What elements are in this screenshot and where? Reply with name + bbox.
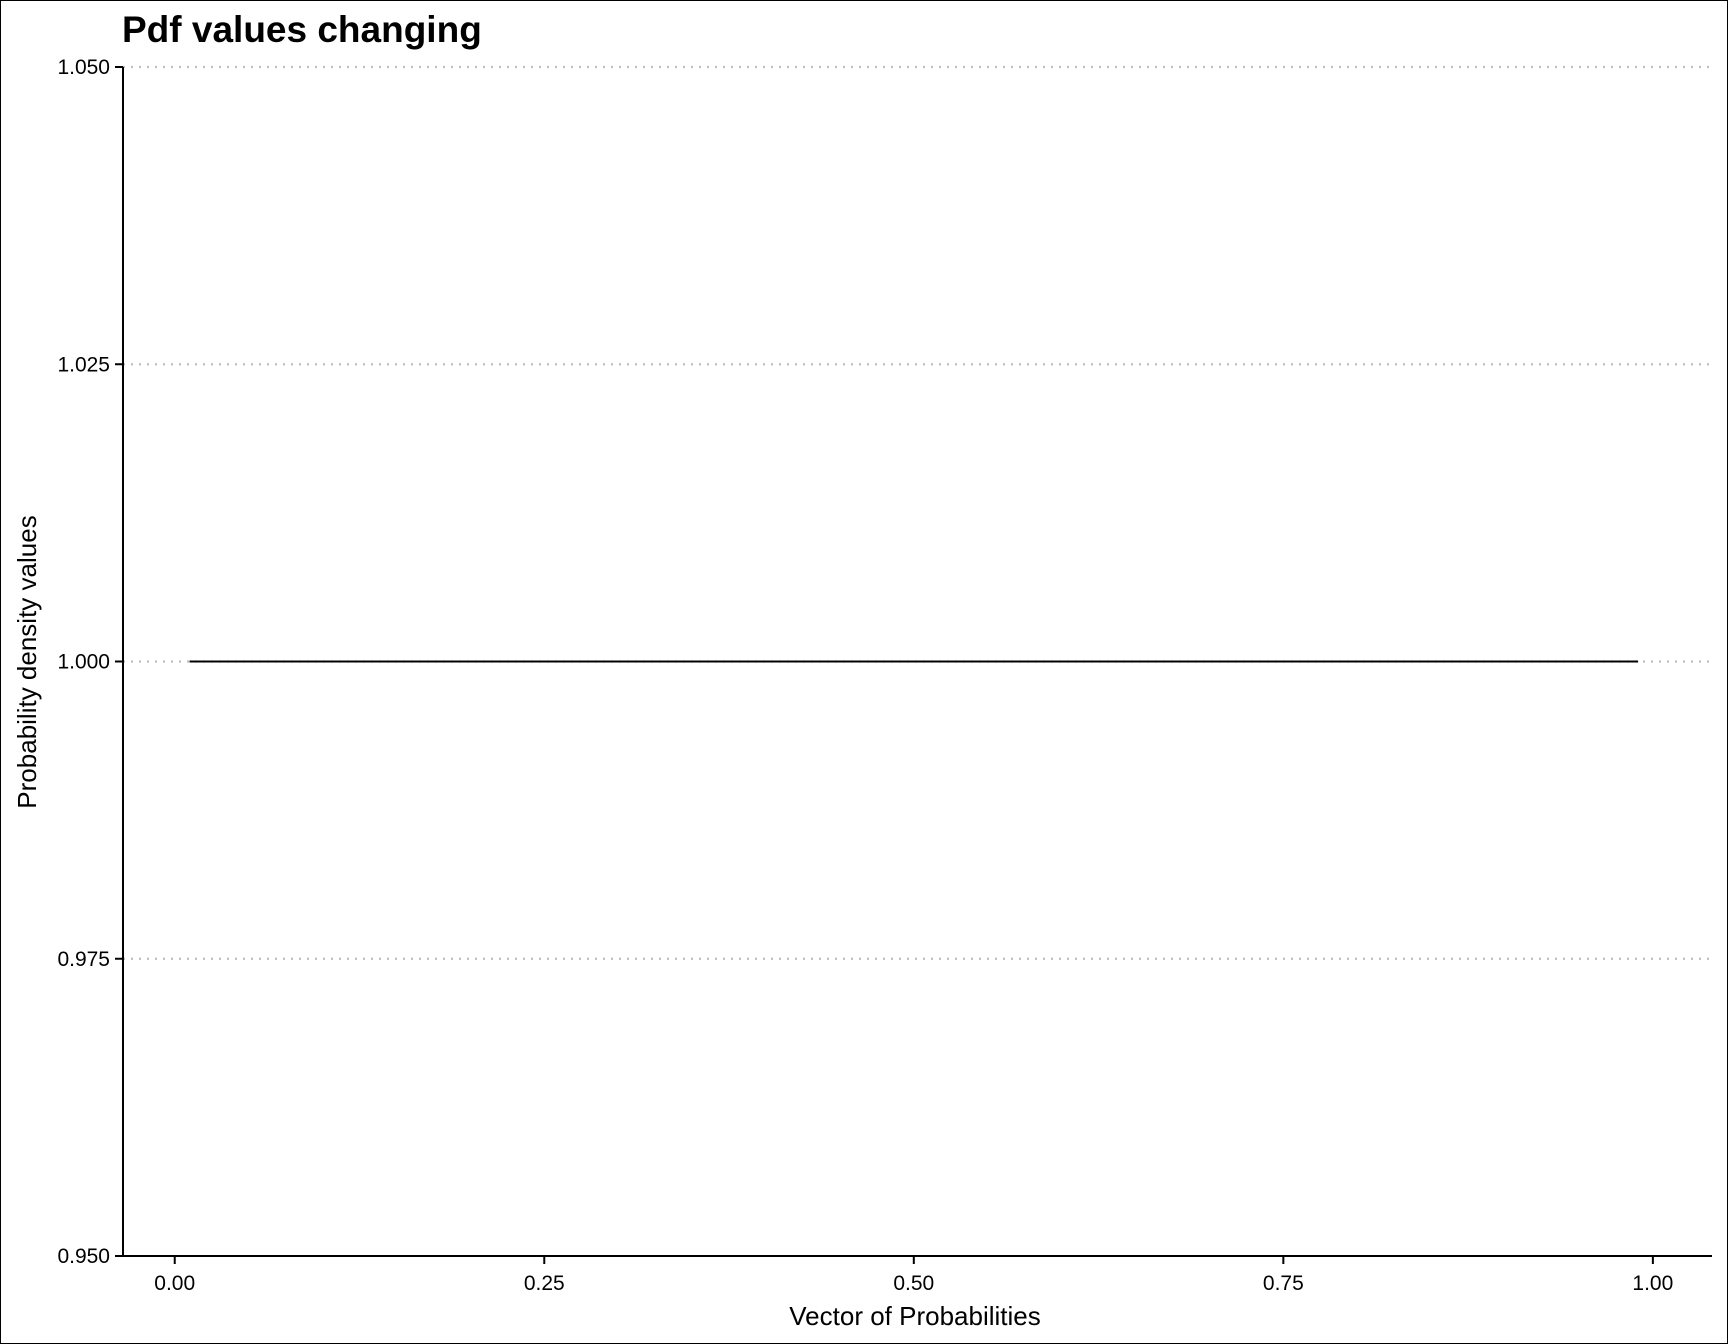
y-tick-label: 1.025 bbox=[57, 353, 110, 376]
x-tick-label: 0.50 bbox=[893, 1272, 934, 1295]
x-tick-label: 0.75 bbox=[1263, 1272, 1304, 1295]
x-tick-label: 0.00 bbox=[154, 1272, 195, 1295]
ticks: 0.950 0.975 1.000 1.025 1.050 0.00 0.25 0.50 0.7… bbox=[57, 56, 1673, 1295]
chart-title: Pdf values changing bbox=[122, 9, 482, 50]
x-axis-title: Vector of Probabilities bbox=[789, 1301, 1040, 1331]
y-axis-title: Probability density values bbox=[12, 515, 42, 808]
x-tick-label: 0.25 bbox=[524, 1272, 565, 1295]
y-tick-label: 1.050 bbox=[57, 56, 110, 79]
x-tick-label: 1.00 bbox=[1632, 1272, 1673, 1295]
gridlines bbox=[123, 65, 1712, 960]
y-tick-label: 0.950 bbox=[57, 1245, 110, 1268]
y-tick-label: 1.000 bbox=[57, 651, 110, 674]
y-tick-label: 0.975 bbox=[57, 948, 110, 971]
